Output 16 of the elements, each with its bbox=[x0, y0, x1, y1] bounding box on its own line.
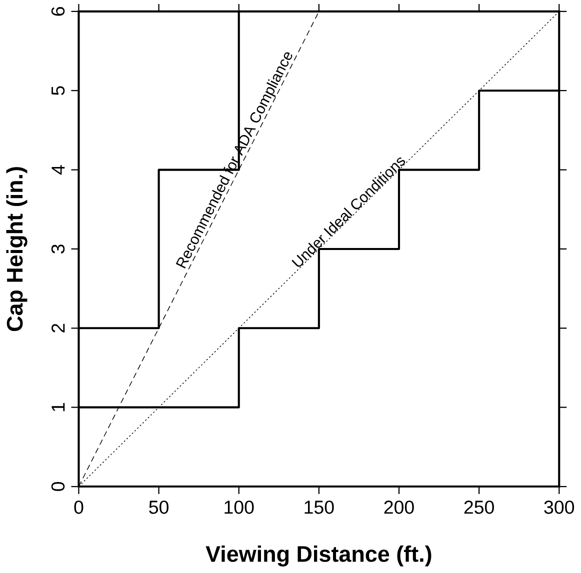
y-tick-label: 3 bbox=[51, 244, 65, 254]
y-axis-title: Cap Height (in.) bbox=[6, 167, 28, 332]
y-tick-label: 2 bbox=[52, 324, 65, 333]
x-tick-label: 300 bbox=[544, 500, 574, 514]
x-tick-label: 200 bbox=[384, 500, 414, 514]
y-tick-label: 0 bbox=[51, 482, 65, 492]
y-tick-label: 5 bbox=[52, 86, 65, 96]
x-axis-title: Viewing Distance (ft.) bbox=[206, 546, 432, 567]
y-tick-label: 1 bbox=[52, 403, 65, 412]
x-tick-label: 100 bbox=[224, 500, 254, 514]
x-tick-label: 150 bbox=[304, 500, 334, 514]
y-tick-label: 6 bbox=[51, 7, 65, 16]
x-tick-label: 0 bbox=[74, 500, 84, 514]
x-tick-label: 250 bbox=[464, 500, 494, 514]
y-tick-label: 4 bbox=[52, 165, 65, 175]
x-tick-label: 50 bbox=[149, 500, 168, 514]
